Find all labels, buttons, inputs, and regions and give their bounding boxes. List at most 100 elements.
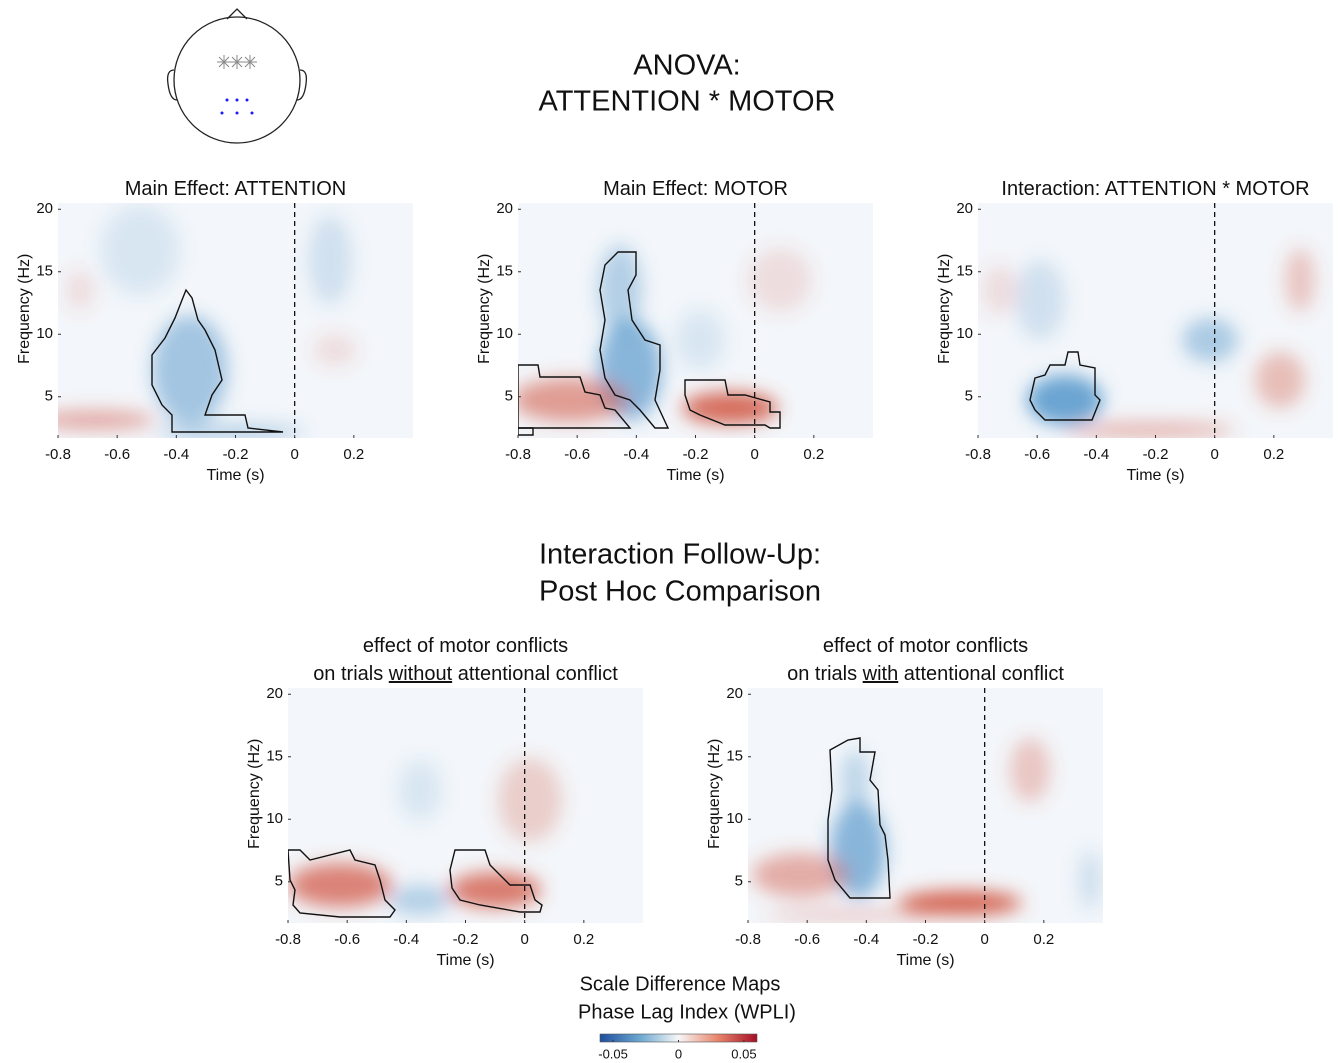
heatmap-blob	[1015, 260, 1065, 340]
x-tick-label: -0.8	[965, 446, 991, 463]
x-tick-label: -0.4	[1083, 446, 1109, 463]
y-axis-label: Frequency (Hz)	[246, 739, 263, 849]
x-tick-label: -0.2	[453, 931, 479, 948]
heatmap-blob	[1027, 375, 1103, 425]
title-part: Interaction: ATTENTION * MOTOR	[1001, 178, 1309, 200]
x-tick-label: 0.2	[1033, 931, 1054, 948]
section-title: Interaction Follow-Up:	[539, 539, 821, 571]
head-map	[168, 9, 307, 143]
x-tick-label: -0.2	[913, 931, 939, 948]
y-tick-label: 10	[726, 810, 743, 827]
x-tick-label: -0.4	[853, 931, 879, 948]
colorbar-tick-label: 0	[675, 1046, 682, 1061]
heatmap-blob	[100, 205, 180, 295]
y-axis-label: Frequency (Hz)	[476, 254, 493, 364]
section-title: Post Hoc Comparison	[539, 576, 821, 608]
x-tick-label: -0.8	[735, 931, 761, 948]
colorbar-tick-label: 0.05	[731, 1046, 756, 1061]
x-tick-label: 0.2	[343, 446, 364, 463]
y-tick-label: 15	[726, 748, 743, 765]
y-tick-label: 5	[275, 873, 283, 890]
x-tick-label: -0.2	[223, 446, 249, 463]
x-tick-label: 0	[980, 931, 988, 948]
heatmap-blob	[982, 265, 1018, 315]
y-tick-label: 10	[956, 325, 973, 342]
colorbar-label: Phase Lag Index (WPLI)	[578, 1001, 796, 1023]
y-tick-label: 10	[496, 325, 513, 342]
y-tick-label: 20	[726, 685, 743, 702]
x-tick-label: -0.6	[564, 446, 590, 463]
main-title: ATTENTION * MOTOR	[539, 86, 836, 118]
x-tick-label: 0.2	[1263, 446, 1284, 463]
x-tick-label: -0.8	[275, 931, 301, 948]
heatmap	[512, 203, 873, 438]
title-part: Main Effect: ATTENTION	[125, 178, 347, 200]
heatmap	[748, 688, 1103, 923]
x-tick-label: 0	[520, 931, 528, 948]
heatmap-blob	[675, 310, 725, 370]
panel-title: Main Effect: ATTENTION	[125, 178, 347, 200]
y-tick-label: 10	[266, 810, 283, 827]
y-axis-label: Frequency (Hz)	[936, 254, 953, 364]
y-tick-label: 20	[496, 200, 513, 217]
title-part: effect of motor conflicts	[823, 635, 1028, 657]
y-tick-label: 5	[735, 873, 743, 890]
title-part: without	[388, 663, 453, 685]
x-axis-label: Time (s)	[436, 952, 494, 969]
x-tick-label: -0.4	[163, 446, 189, 463]
heatmap-blob	[35, 411, 155, 429]
x-tick-label: -0.6	[104, 446, 130, 463]
x-tick-label: -0.6	[334, 931, 360, 948]
title-part: on trials	[787, 663, 863, 685]
x-tick-label: -0.4	[623, 446, 649, 463]
y-tick-label: 15	[36, 263, 53, 280]
x-tick-label: 0	[750, 446, 758, 463]
panel-title: on trials with attentional conflict	[787, 663, 1064, 685]
panel-title: on trials without attentional conflict	[313, 663, 618, 685]
x-axis-label: Time (s)	[206, 467, 264, 484]
y-tick-label: 20	[36, 200, 53, 217]
heatmap-blob	[65, 270, 95, 310]
heatmap-blob	[765, 909, 935, 921]
heatmap-blob	[841, 750, 869, 810]
y-tick-label: 5	[505, 388, 513, 405]
title-part: attentional conflict	[898, 663, 1064, 685]
y-tick-label: 10	[36, 325, 53, 342]
title-part: Main Effect: MOTOR	[603, 178, 788, 200]
panel-title: Main Effect: MOTOR	[603, 178, 788, 200]
colorbar-label: Scale Difference Maps	[580, 973, 781, 995]
x-tick-label: -0.8	[505, 446, 531, 463]
x-tick-label: -0.8	[45, 446, 71, 463]
heatmap-blob	[313, 334, 357, 366]
x-tick-label: 0.2	[573, 931, 594, 948]
heatmap-blob	[682, 392, 778, 424]
y-tick-label: 15	[496, 263, 513, 280]
panel-title: effect of motor conflicts	[823, 635, 1028, 657]
heatmap-blob	[1010, 738, 1050, 802]
y-tick-label: 5	[965, 388, 973, 405]
title-part: attentional conflict	[452, 663, 618, 685]
colorbar-tick-label: -0.05	[598, 1046, 628, 1061]
x-tick-label: -0.2	[1143, 446, 1169, 463]
heatmap-blob	[1065, 423, 1235, 437]
y-axis-label: Frequency (Hz)	[706, 739, 723, 849]
heatmap-blob	[152, 315, 228, 425]
heatmap	[978, 203, 1333, 438]
main-title: ANOVA:	[633, 50, 740, 82]
y-tick-label: 20	[956, 200, 973, 217]
y-tick-label: 20	[266, 685, 283, 702]
panel-title: effect of motor conflicts	[363, 635, 568, 657]
x-axis-label: Time (s)	[666, 467, 724, 484]
x-tick-label: -0.2	[683, 446, 709, 463]
heatmap-blob	[1285, 248, 1315, 312]
heatmap-blob	[498, 758, 562, 842]
heatmap-blob	[1255, 352, 1305, 408]
heatmap-blob	[308, 215, 352, 305]
x-tick-label: -0.6	[1024, 446, 1050, 463]
heatmap	[35, 203, 413, 438]
x-axis-label: Time (s)	[1126, 467, 1184, 484]
heatmap-blob	[398, 760, 442, 820]
x-tick-label: -0.6	[794, 931, 820, 948]
title-part: with	[862, 663, 899, 685]
x-tick-label: -0.4	[393, 931, 419, 948]
